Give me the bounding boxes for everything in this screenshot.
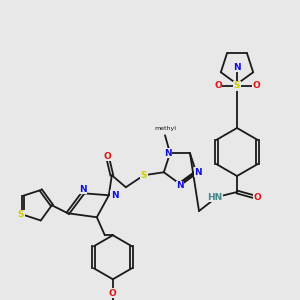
Text: O: O xyxy=(214,82,222,91)
Text: O: O xyxy=(109,289,117,298)
Text: N: N xyxy=(233,62,241,71)
Text: O: O xyxy=(252,82,260,91)
Text: S: S xyxy=(234,82,240,91)
Text: methyl: methyl xyxy=(154,126,176,131)
Text: N: N xyxy=(194,168,202,177)
Text: HN: HN xyxy=(207,193,223,202)
Text: S: S xyxy=(18,210,24,219)
Text: N: N xyxy=(111,191,118,200)
Text: O: O xyxy=(104,152,112,161)
Text: N: N xyxy=(164,149,172,158)
Text: N: N xyxy=(79,185,87,194)
Text: N: N xyxy=(176,182,184,190)
Text: S: S xyxy=(141,171,147,180)
Text: O: O xyxy=(253,193,261,202)
